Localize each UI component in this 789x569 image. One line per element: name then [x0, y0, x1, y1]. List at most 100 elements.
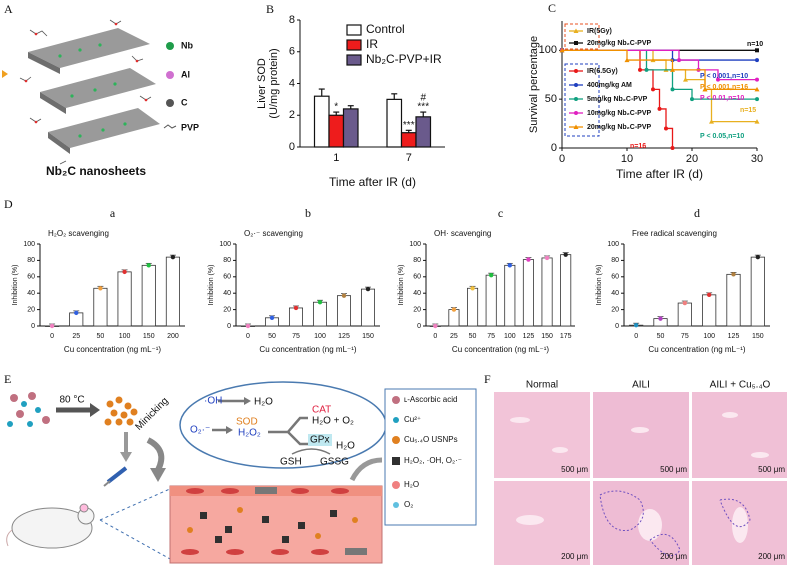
point — [488, 272, 494, 278]
diagram-label: H₂O + O₂ — [312, 416, 354, 427]
bar — [541, 257, 553, 327]
panel-label: F — [484, 372, 491, 386]
panel-label: E — [4, 372, 11, 386]
point — [658, 316, 663, 321]
point — [731, 272, 736, 277]
y-tick-label: 0 — [227, 323, 231, 330]
scale-bar-label: 200 μm — [758, 552, 785, 561]
chart-title: H₂O₂ scavenging — [48, 229, 109, 238]
diagram-label: ·OH — [204, 396, 222, 407]
x-axis-label: Cu concentration (ng mL⁻¹) — [648, 345, 745, 354]
legend-label: Al — [181, 69, 190, 79]
point — [341, 293, 347, 298]
x-tick-label: 175 — [560, 333, 572, 340]
bar — [165, 256, 180, 327]
x-tick-label: 100 — [504, 333, 516, 340]
x-tick-label: 50 — [268, 333, 276, 340]
x-tick-label: 100 — [314, 333, 326, 340]
legend-label: O₂ — [404, 500, 413, 509]
x-tick-label: 125 — [523, 333, 535, 340]
legend-label: H₂O₂, ·OH, O₂·⁻ — [404, 456, 462, 465]
subplot-label: a — [110, 206, 116, 220]
y-axis-label: Inhibition (%) — [398, 265, 405, 306]
panel-label: B — [266, 2, 274, 16]
y-tick-label: 80 — [223, 257, 231, 264]
x-tick-label: 200 — [167, 333, 179, 340]
significance: *** — [417, 102, 429, 113]
legend-label: PVP — [181, 122, 199, 132]
significance: * — [334, 102, 338, 113]
scale-bar-label: 200 μm — [561, 552, 588, 561]
y-tick-label: 40 — [611, 290, 619, 297]
point — [574, 97, 578, 101]
bar — [386, 98, 403, 148]
y-tick-label: 0 — [551, 142, 557, 154]
y-tick-label: 40 — [413, 290, 421, 297]
y-tick-label: 60 — [413, 274, 421, 281]
y-tick-label: 100 — [23, 241, 35, 248]
bar — [485, 274, 497, 327]
bar — [504, 264, 516, 327]
panel-label: D — [4, 197, 13, 211]
bar — [328, 114, 345, 148]
point — [122, 269, 127, 275]
point — [664, 126, 668, 131]
y-axis-label: Inhibition (%) — [208, 265, 215, 306]
diagram-label: H₂O₂ — [238, 428, 261, 439]
x-tick-label: 30 — [751, 153, 763, 165]
point — [755, 48, 759, 53]
point — [644, 67, 649, 72]
y-tick-label: 80 — [27, 257, 35, 264]
x-tick-label: 75 — [487, 333, 495, 340]
bar — [342, 108, 359, 148]
subplot-label: c — [498, 206, 503, 220]
y-tick-label: 100 — [409, 241, 421, 248]
point — [146, 263, 151, 268]
point — [544, 255, 550, 261]
point — [98, 286, 103, 291]
point — [74, 310, 79, 316]
legend-label: IR(6.5Gy) — [587, 68, 618, 75]
x-tick-label: 7 — [406, 152, 412, 164]
bar — [312, 301, 327, 327]
bar — [313, 95, 330, 148]
y-tick-label: 50 — [545, 93, 557, 105]
x-axis-label: Cu concentration (ng mL⁻¹) — [64, 345, 161, 354]
point — [670, 87, 675, 92]
y-tick-label: 20 — [223, 306, 231, 313]
x-tick-label: 0 — [50, 333, 54, 340]
x-tick-label: 20 — [686, 153, 698, 165]
y-tick-label: 0 — [417, 323, 421, 330]
diagram-label: SOD — [236, 417, 258, 428]
diagram-label: Minicking — [133, 395, 170, 432]
x-tick-label: 50 — [97, 333, 105, 340]
point — [702, 86, 708, 92]
bar — [726, 273, 741, 327]
x-tick-label: 50 — [657, 333, 665, 340]
legend-icon — [166, 99, 174, 107]
point — [574, 41, 578, 45]
x-axis-label: Cu concentration (ng mL⁻¹) — [259, 345, 356, 354]
legend-icon — [163, 124, 177, 129]
point — [709, 119, 714, 124]
y-tick-label: 100 — [539, 44, 557, 56]
point — [293, 305, 299, 311]
y-axis-label: Liver SOD — [256, 58, 268, 109]
column-header: AILI + Cu₅.₄O — [710, 380, 771, 391]
chart-title: O₂·⁻ scavenging — [244, 229, 303, 238]
point — [755, 254, 761, 260]
survival-line — [562, 49, 757, 91]
legend-icon — [166, 71, 174, 79]
panel-label: A — [4, 2, 13, 16]
bar — [117, 271, 132, 327]
point — [670, 67, 675, 72]
x-tick-label: 100 — [703, 333, 715, 340]
diagram-label: GPx — [310, 435, 329, 446]
y-tick-label: 60 — [611, 274, 619, 281]
x-axis-label: Cu concentration (ng mL⁻¹) — [452, 345, 549, 354]
y-tick-label: 0 — [289, 141, 295, 153]
histology-images — [494, 392, 787, 565]
x-tick-label: 0 — [433, 333, 437, 340]
point — [683, 77, 688, 82]
scale-bar-label: 500 μm — [561, 465, 588, 474]
